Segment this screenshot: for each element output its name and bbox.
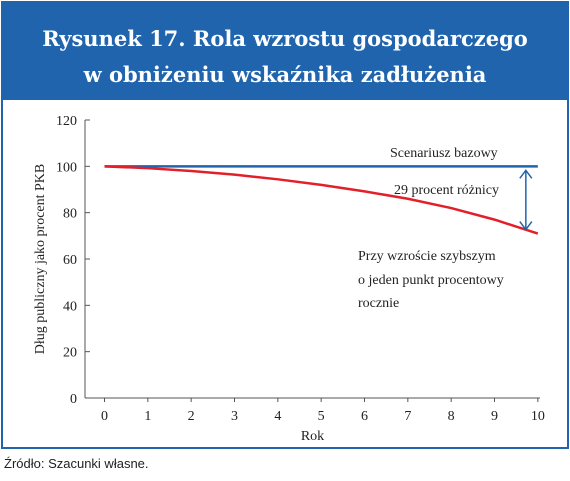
x-tick-label: 3 <box>231 409 238 424</box>
y-tick-label: 40 <box>63 299 77 314</box>
y-tick-label: 0 <box>70 392 77 407</box>
x-tick-label: 5 <box>318 409 325 424</box>
arrow-head <box>519 169 533 179</box>
series-label: Przy wzroście szybszym <box>358 249 496 264</box>
series-line <box>104 165 539 235</box>
y-tick-label: 60 <box>63 253 77 268</box>
chart-title: w obniżeniu wskaźnika zadłużenia <box>83 62 487 87</box>
y-tick-label: 120 <box>56 114 77 129</box>
y-tick-label: 80 <box>63 207 77 222</box>
x-tick-label: 9 <box>491 409 498 424</box>
y-tick-label: 100 <box>56 160 77 175</box>
x-tick-label: 10 <box>531 409 545 424</box>
x-axis-label: Rok <box>301 429 324 444</box>
x-tick-label: 7 <box>404 409 411 424</box>
chart-title: Rysunek 17. Rola wzrostu gospodarczego <box>42 26 528 51</box>
annotation: o jeden punkt procentowy <box>358 273 504 288</box>
x-tick-label: 1 <box>144 409 151 424</box>
arrow-head <box>519 221 533 231</box>
title-band <box>2 2 568 100</box>
annotation: 29 procent różnicy <box>394 183 499 198</box>
x-tick-label: 8 <box>448 409 455 424</box>
source: Źródło: Szacunki własne. <box>4 456 149 471</box>
y-axis-label: Dług publiczny jako procent PKB <box>33 164 48 355</box>
y-tick-label: 20 <box>63 346 77 361</box>
x-tick-label: 2 <box>188 409 195 424</box>
x-tick-label: 6 <box>361 409 368 424</box>
x-tick-label: 0 <box>101 409 108 424</box>
series-label: Scenariusz bazowy <box>390 146 498 161</box>
annotation: rocznie <box>358 296 399 311</box>
x-tick-label: 4 <box>274 409 281 424</box>
